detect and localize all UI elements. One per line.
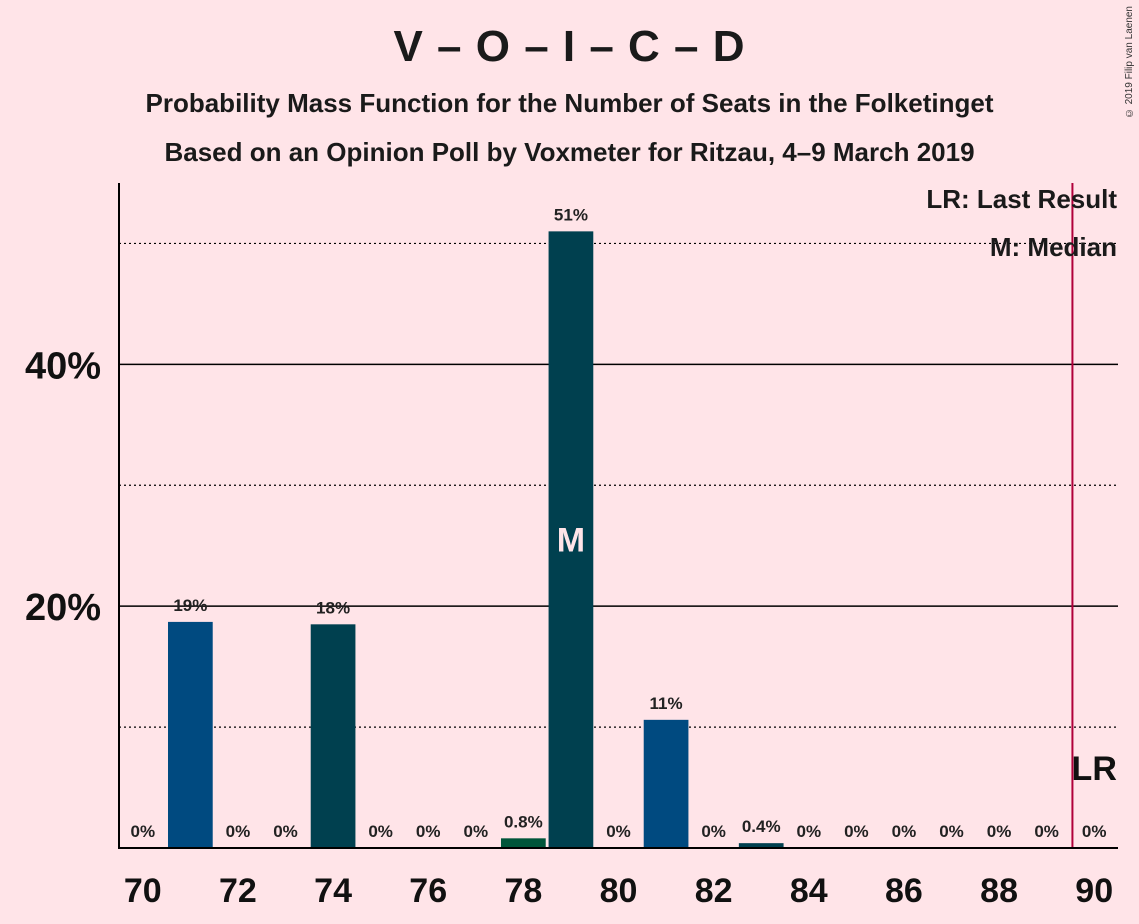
x-tick-label: 70 bbox=[124, 872, 162, 910]
legend-median: M: Median bbox=[989, 232, 1117, 262]
data-label-89: 0% bbox=[1034, 822, 1059, 841]
data-label-78: 0.8% bbox=[504, 812, 543, 831]
x-tick-label: 72 bbox=[219, 872, 257, 910]
data-label-85: 0% bbox=[844, 822, 869, 841]
bar-79 bbox=[548, 231, 594, 848]
x-tick-label: 80 bbox=[600, 872, 638, 910]
y-tick-label: 20% bbox=[25, 587, 101, 629]
bar-78 bbox=[500, 838, 546, 848]
chart-subtitle-2: Based on an Opinion Poll by Voxmeter for… bbox=[164, 137, 975, 167]
y-tick-label: 40% bbox=[25, 345, 101, 387]
bar-71 bbox=[167, 621, 213, 848]
data-label-81: 11% bbox=[650, 694, 683, 713]
x-tick-label: 90 bbox=[1075, 872, 1113, 910]
data-label-70: 0% bbox=[130, 822, 155, 841]
x-tick-label: 86 bbox=[885, 872, 923, 910]
data-label-88: 0% bbox=[987, 822, 1012, 841]
data-label-80: 0% bbox=[606, 822, 631, 841]
data-label-74: 18% bbox=[316, 598, 350, 617]
x-tick-label: 78 bbox=[504, 872, 542, 910]
data-label-84: 0% bbox=[796, 822, 821, 841]
data-label-87: 0% bbox=[939, 822, 964, 841]
data-label-77: 0% bbox=[463, 822, 488, 841]
data-label-90: 0% bbox=[1082, 822, 1107, 841]
data-label-79: 51% bbox=[554, 205, 588, 224]
data-label-73: 0% bbox=[273, 822, 298, 841]
data-label-83: 0.4% bbox=[742, 817, 781, 836]
median-marker: M bbox=[557, 522, 585, 560]
x-tick-label: 74 bbox=[314, 872, 352, 910]
data-label-75: 0% bbox=[368, 822, 393, 841]
data-label-76: 0% bbox=[416, 822, 441, 841]
x-tick-label: 82 bbox=[695, 872, 733, 910]
chart-subtitle-1: Probability Mass Function for the Number… bbox=[145, 88, 994, 118]
data-label-72: 0% bbox=[226, 822, 251, 841]
x-tick-label: 84 bbox=[790, 872, 828, 910]
bar-83 bbox=[738, 843, 784, 848]
chart-title: V – O – I – C – D bbox=[393, 22, 746, 71]
x-tick-label: 76 bbox=[409, 872, 447, 910]
bar-81 bbox=[643, 719, 689, 848]
bar-74 bbox=[310, 624, 356, 848]
data-label-82: 0% bbox=[701, 822, 726, 841]
last-result-marker: LR bbox=[1072, 750, 1117, 788]
data-label-71: 19% bbox=[173, 596, 207, 615]
data-label-86: 0% bbox=[892, 822, 917, 841]
x-tick-label: 88 bbox=[980, 872, 1018, 910]
legend-last-result: LR: Last Result bbox=[926, 184, 1117, 214]
